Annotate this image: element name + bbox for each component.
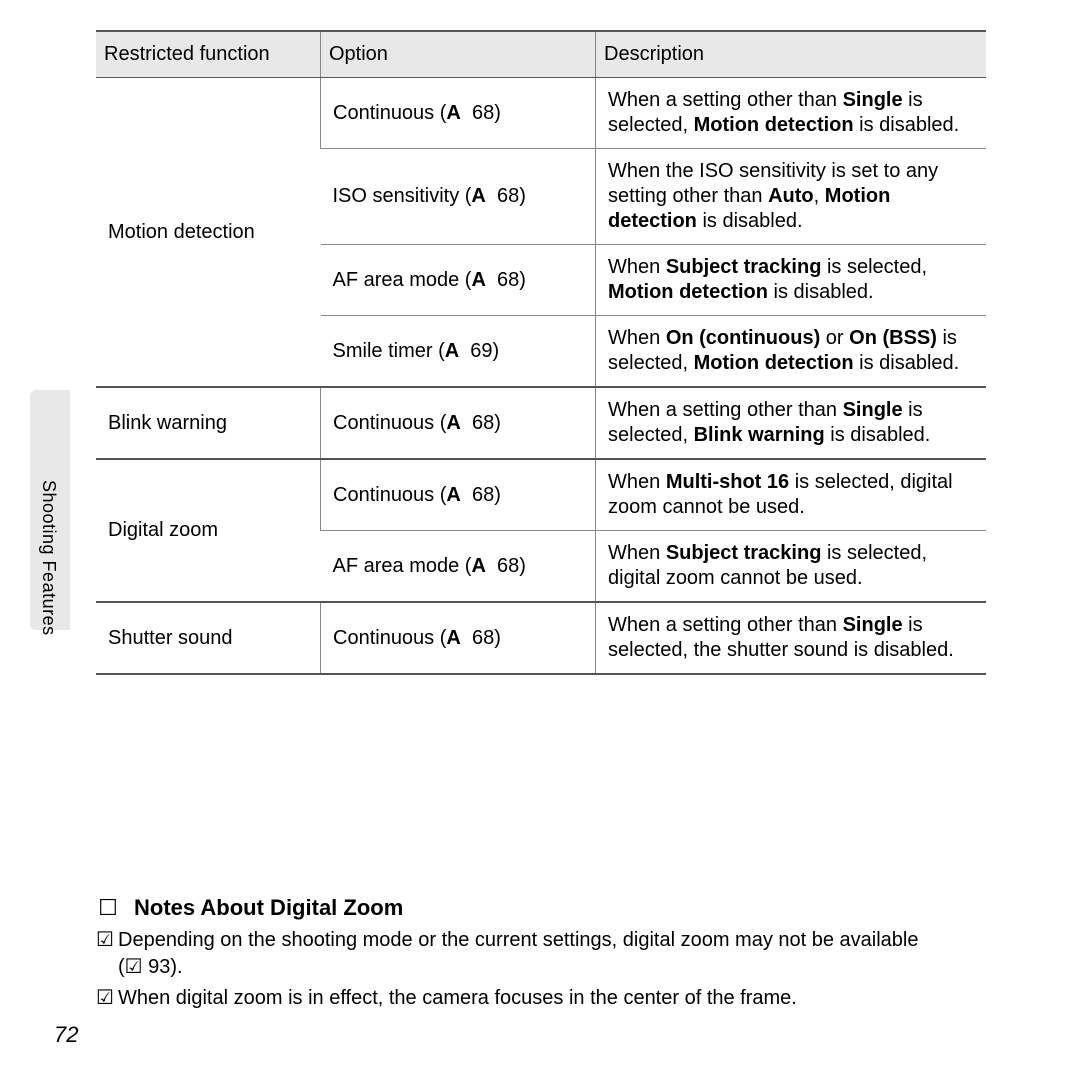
bullet-icon: ☑ — [96, 985, 118, 1012]
description-cell: When a setting other than Single is sele… — [596, 78, 987, 149]
restricted-function-cell: Motion detection — [96, 78, 321, 388]
header-description: Description — [596, 31, 987, 78]
option-cell: Continuous (A 68) — [321, 78, 596, 149]
option-cell: ISO sensitivity (A 68) — [321, 149, 596, 245]
description-cell: When the ISO sensitivity is set to any s… — [596, 149, 987, 245]
description-cell: When Subject tracking is selected, Motio… — [596, 245, 987, 316]
note-item: ☑Depending on the shooting mode or the c… — [96, 927, 976, 981]
option-cell: AF area mode (A 68) — [321, 245, 596, 316]
option-cell: Smile timer (A 69) — [321, 316, 596, 388]
bullet-icon: ☑ — [96, 927, 118, 981]
restricted-function-cell: Blink warning — [96, 387, 321, 459]
restrictions-table: Restricted function Option Description M… — [96, 30, 986, 675]
warning-icon: ☐ — [96, 895, 120, 921]
restricted-function-cell: Digital zoom — [96, 459, 321, 602]
description-cell: When a setting other than Single is sele… — [596, 602, 987, 674]
notes-section: ☐Notes About Digital Zoom ☑Depending on … — [96, 895, 976, 1012]
description-cell: When On (continuous) or On (BSS) is sele… — [596, 316, 987, 388]
option-cell: AF area mode (A 68) — [321, 531, 596, 603]
page-number: 72 — [54, 1022, 78, 1048]
description-cell: When a setting other than Single is sele… — [596, 387, 987, 459]
notes-title: ☐Notes About Digital Zoom — [96, 895, 976, 921]
option-cell: Continuous (A 68) — [321, 387, 596, 459]
header-restricted: Restricted function — [96, 31, 321, 78]
description-cell: When Multi-shot 16 is selected, digital … — [596, 459, 987, 531]
note-text: When digital zoom is in effect, the came… — [118, 985, 797, 1012]
restricted-function-cell: Shutter sound — [96, 602, 321, 674]
option-cell: Continuous (A 68) — [321, 602, 596, 674]
header-option: Option — [321, 31, 596, 78]
option-cell: Continuous (A 68) — [321, 459, 596, 531]
description-cell: When Subject tracking is selected, digit… — [596, 531, 987, 603]
note-item: ☑When digital zoom is in effect, the cam… — [96, 985, 976, 1012]
note-text: Depending on the shooting mode or the cu… — [118, 927, 976, 981]
side-section-label: Shooting Features — [38, 480, 59, 636]
